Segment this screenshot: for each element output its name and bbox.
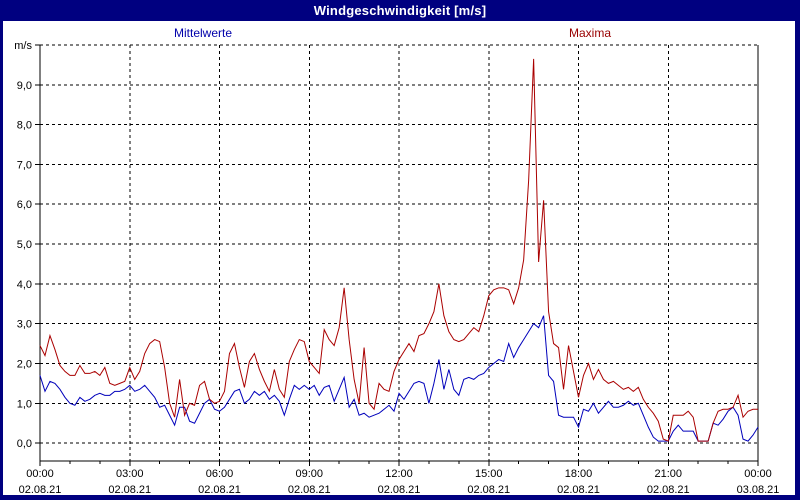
y-tick-label: 1,0 — [17, 398, 32, 410]
x-tick-date-label: 02.08.21 — [557, 484, 600, 495]
y-axis-unit-label: m/s — [14, 40, 32, 52]
title-bar: Windgeschwindigkeit [m/s] — [0, 0, 800, 21]
x-tick-time-label: 09:00 — [295, 468, 323, 480]
y-tick-label: 5,0 — [17, 239, 32, 251]
wind-speed-line-chart: 0,0 1,0 2,0 3,0 4,0 5,0 6,0 7,0 8,0 9,0 m/s 00:00 02… — [14, 40, 780, 495]
legend-maxima: Maxima — [568, 26, 612, 40]
x-tick-date-label: 03.08.21 — [737, 484, 780, 495]
y-tick-label: 9,0 — [17, 80, 32, 92]
chart-title: Windgeschwindigkeit [m/s] — [313, 3, 487, 18]
y-tick-label: 8,0 — [17, 120, 32, 132]
x-tick-time-label: 15:00 — [475, 468, 503, 480]
x-tick-date-label: 02.08.21 — [647, 484, 690, 495]
y-tick-label: 0,0 — [17, 438, 32, 450]
x-tick-time-label: 12:00 — [385, 468, 413, 480]
x-tick-time-label: 18:00 — [565, 468, 593, 480]
legend-mittelwerte: Mittelwerte — [173, 26, 233, 40]
x-tick-date-label: 02.08.21 — [19, 484, 62, 495]
series-mittelwerte — [39, 315, 759, 442]
y-tick-label: 7,0 — [17, 159, 32, 171]
chart-panel: Mittelwerte Maxima 0,0 1,0 2,0 3,0 4,0 5,0 6,0… — [3, 21, 795, 495]
x-tick-date-label: 02.08.21 — [108, 484, 151, 495]
y-tick-label: 6,0 — [17, 199, 32, 211]
y-tick-label: 3,0 — [17, 319, 32, 331]
x-tick-date-label: 02.08.21 — [288, 484, 331, 495]
x-tick-date-label: 02.08.21 — [378, 484, 421, 495]
x-tick-time-label: 03:00 — [116, 468, 144, 480]
y-tick-label: 2,0 — [17, 358, 32, 370]
x-tick-time-label: 06:00 — [206, 468, 234, 480]
y-tick-label: 4,0 — [17, 279, 32, 291]
x-tick-date-label: 02.08.21 — [467, 484, 510, 495]
x-tick-time-label: 00:00 — [744, 468, 772, 480]
series-maxima — [39, 58, 758, 442]
x-tick-date-label: 02.08.21 — [198, 484, 241, 495]
x-tick-time-label: 00:00 — [26, 468, 54, 480]
x-tick-time-label: 21:00 — [654, 468, 682, 480]
